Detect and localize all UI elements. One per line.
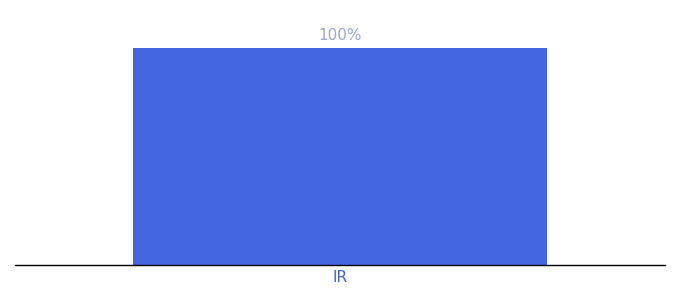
Text: 100%: 100%	[318, 28, 362, 43]
Bar	[133, 48, 547, 265]
